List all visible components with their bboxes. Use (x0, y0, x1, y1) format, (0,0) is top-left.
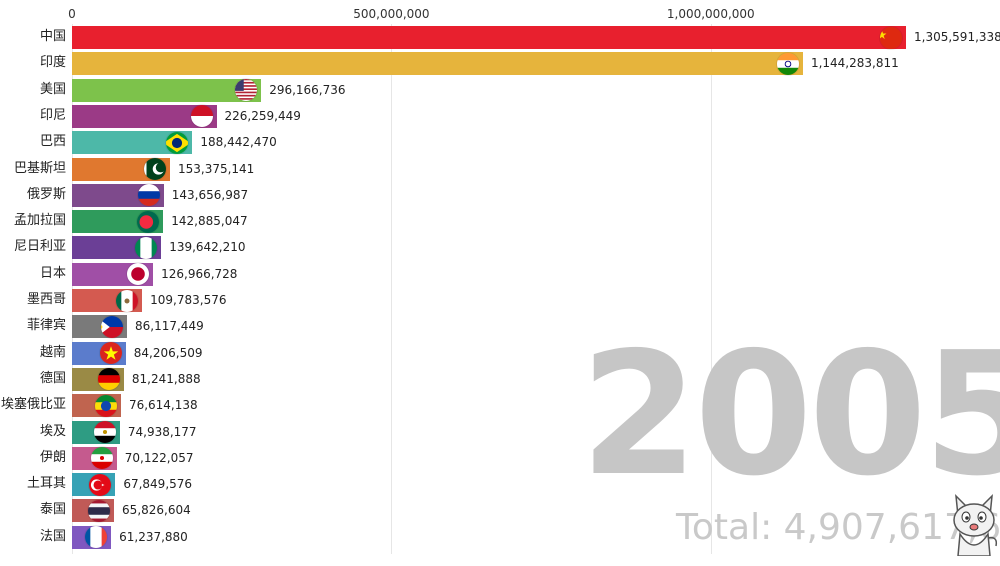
indonesia-flag-icon (190, 105, 213, 128)
bar (72, 78, 262, 102)
bar (72, 52, 803, 76)
russia-flag-icon (137, 184, 160, 207)
value-label: 1,305,591,338 (914, 30, 1000, 44)
category-label: 埃及 (39, 423, 66, 439)
germany-flag-icon (97, 368, 120, 391)
category-label: 土耳其 (26, 476, 66, 492)
value-label: 61,237,880 (119, 529, 188, 544)
gridline (710, 24, 712, 554)
value-label: 188,442,470 (200, 135, 277, 150)
value-label: 65,826,604 (122, 503, 191, 518)
value-label: 296,166,736 (269, 82, 346, 97)
category-label: 日本 (39, 265, 66, 281)
x-tick-label: 0 (68, 7, 76, 21)
category-label: 墨西哥 (26, 292, 66, 307)
x-tick-label: 1,000,000,000 (666, 7, 755, 21)
turkey-flag-icon (89, 473, 112, 496)
japan-flag-icon (127, 263, 150, 286)
category-label: 印度 (39, 55, 66, 71)
category-label: 德国 (39, 370, 66, 386)
philippines-flag-icon (101, 315, 123, 338)
ethiopia-flag-icon (94, 394, 117, 417)
value-label: 84,206,509 (133, 345, 203, 360)
category-label: 中国 (39, 29, 66, 44)
value-label: 139,642,210 (169, 240, 246, 255)
year-label: 2005 (580, 316, 1000, 514)
pakistan-flag-icon (143, 158, 166, 180)
category-label: 巴基斯坦 (13, 160, 66, 176)
value-label: 74,938,177 (127, 424, 197, 439)
value-label: 143,656,987 (171, 187, 249, 202)
thailand-flag-icon (88, 499, 111, 522)
value-label: 70,122,057 (124, 450, 194, 465)
france-flag-icon (85, 526, 108, 549)
bangladesh-flag-icon (137, 210, 160, 233)
china-flag-icon (880, 26, 902, 49)
category-label: 越南 (39, 344, 66, 360)
value-label: 1,144,283,811 (810, 56, 899, 71)
cat-mascot-icon (953, 493, 998, 556)
category-label: 法国 (39, 528, 66, 544)
value-label: 86,117,449 (135, 319, 204, 334)
category-label: 巴西 (39, 134, 66, 150)
x-tick-label: 500,000,000 (353, 7, 430, 21)
value-label: 226,259,449 (224, 108, 301, 123)
total-label: Total: 4,907,617,6 (676, 507, 1000, 548)
category-label: 美国 (39, 81, 66, 97)
bar (72, 104, 217, 128)
category-label: 伊朗 (39, 449, 66, 465)
bar (72, 26, 906, 49)
mexico-flag-icon (116, 289, 139, 312)
usa-flag-icon (235, 79, 258, 102)
value-label: 153,375,141 (177, 161, 255, 176)
bar (72, 131, 193, 155)
iran-flag-icon (90, 447, 113, 470)
gridline (391, 24, 393, 554)
category-label: 孟加拉国 (13, 213, 66, 229)
value-label: 67,849,576 (123, 477, 193, 492)
category-label: 埃塞俄比亚 (0, 397, 66, 413)
category-label: 菲律宾 (26, 318, 66, 334)
nigeria-flag-icon (135, 236, 158, 259)
category-label: 印尼 (39, 107, 66, 123)
vietnam-flag-icon (99, 342, 122, 365)
value-label: 126,966,728 (161, 266, 238, 281)
category-label: 尼日利亚 (13, 239, 66, 255)
value-label: 109,783,576 (150, 293, 227, 307)
brazil-flag-icon (166, 131, 189, 154)
india-flag-icon (776, 52, 799, 75)
category-label: 俄罗斯 (26, 186, 66, 202)
value-label: 142,885,047 (171, 214, 248, 229)
value-label: 76,614,138 (128, 398, 198, 413)
value-label: 81,241,888 (131, 371, 201, 386)
egypt-flag-icon (93, 421, 116, 443)
category-label: 泰国 (39, 502, 66, 518)
